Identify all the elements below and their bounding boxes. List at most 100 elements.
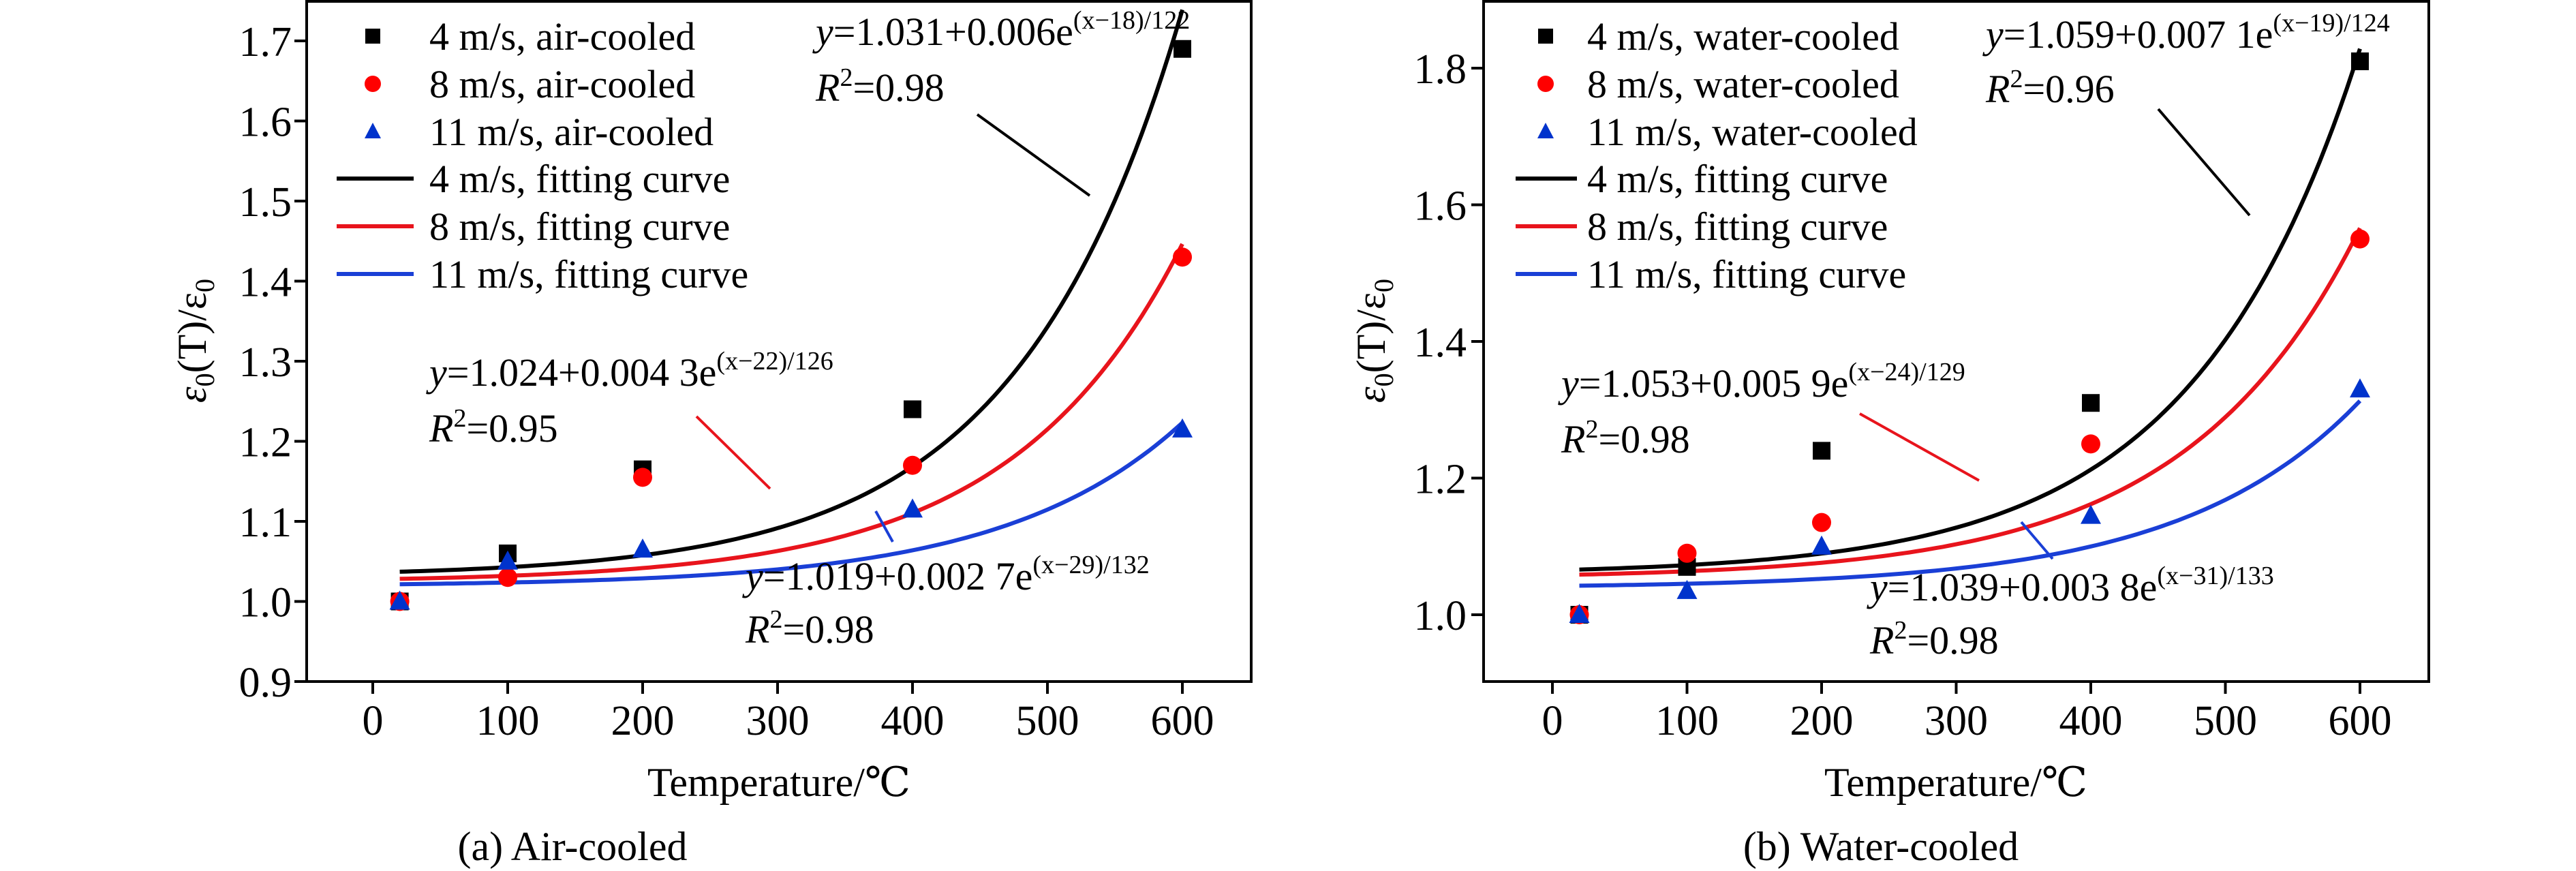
data-point-triangle (902, 498, 923, 518)
data-point-circle (633, 468, 652, 487)
annotation-leader-line (1859, 412, 1980, 482)
legend-label: 8 m/s, fitting curve (1587, 204, 1888, 249)
fit-r-squared: R2=0.98 (815, 63, 945, 110)
r2-sup: 2 (1894, 616, 1907, 645)
legend-label: 4 m/s, air-cooled (429, 14, 695, 59)
equation-exponent: (x−29)/132 (1032, 551, 1149, 579)
x-tick-label: 400 (881, 698, 945, 744)
r2-value: =0.98 (1598, 417, 1689, 461)
data-point-triangle (389, 590, 410, 610)
data-point-square (2351, 52, 2369, 70)
equation-y: y (426, 350, 447, 395)
r2-value: =0.95 (466, 406, 557, 450)
y-tick-label: 1.6 (1414, 183, 1467, 230)
equation-y: y (742, 554, 763, 598)
legend-label: 11 m/s, water-cooled (1587, 110, 1918, 154)
data-point-triangle (1811, 535, 1832, 555)
legend-label: 11 m/s, fitting curve (1587, 252, 1906, 296)
r2-value: =0.98 (853, 65, 944, 110)
r2-R: R (429, 406, 453, 450)
data-point-circle (1677, 543, 1697, 563)
fit-equation: y=1.059+0.007 1e(x−19)/124 (1982, 9, 2390, 57)
y-tick-label: 1.4 (239, 260, 292, 306)
fit-r-squared: R2=0.98 (1869, 616, 1999, 662)
fit-equation: y=1.031+0.006e(x−18)/122 (812, 6, 1190, 54)
equation-rhs: =1.053+0.005 9e (1579, 361, 1849, 406)
y-tick-label: 1.4 (1414, 320, 1467, 366)
fit-curve-1 (399, 243, 1184, 581)
x-axis-label: Temperature/℃ (647, 760, 910, 805)
x-tick-label: 600 (2329, 698, 2392, 744)
data-point-triangle (632, 538, 653, 558)
legend-label: 11 m/s, air-cooled (429, 110, 714, 154)
fit-curve-0 (399, 9, 1184, 574)
r2-R: R (1985, 67, 2010, 111)
equation-exponent: (x−22)/126 (716, 347, 833, 376)
data-point-circle (2081, 434, 2100, 454)
legend-marker-circle (365, 76, 381, 92)
legend-marker-triangle (1537, 123, 1554, 138)
panel-caption: (a) Air-cooled (458, 824, 688, 869)
x-tick-label: 200 (611, 698, 675, 744)
data-point-square (1813, 442, 1830, 460)
legend-label: 4 m/s, fitting curve (429, 157, 730, 201)
x-tick-label: 300 (1925, 698, 1988, 744)
equation-exponent: (x−24)/129 (1848, 358, 1965, 386)
data-point-circle (1173, 247, 1192, 267)
panel-air-cooled: 0 100 200 300 400 500 6000.91.01.11.21.31.41.5… (170, 0, 1253, 869)
fit-r-squared: R2=0.98 (1561, 415, 1690, 461)
x-tick-label: 100 (1655, 698, 1719, 744)
fit-curve-1 (1579, 227, 2362, 577)
y-tick-label: 1.6 (239, 100, 292, 146)
panel-water-cooled: 0 100 200 300 400 500 6001.01.21.41.61.8Temper… (1349, 0, 2430, 869)
y-label-mid: (T)/ε (170, 292, 215, 373)
y-tick-label: 1.8 (1414, 46, 1467, 93)
equation-exponent: (x−31)/133 (2157, 562, 2273, 590)
y-tick-label: 1.0 (239, 580, 292, 626)
equation-rhs: =1.059+0.007 1e (2004, 12, 2273, 57)
y-label-epsilon: ε (170, 386, 215, 403)
fit-equation: y=1.024+0.004 3e(x−22)/126 (426, 347, 833, 395)
fit-r-squared: R2=0.95 (429, 404, 558, 450)
legend-label: 4 m/s, fitting curve (1587, 157, 1888, 201)
data-point-square (1174, 40, 1191, 58)
annotation-leader-line (2157, 108, 2251, 217)
legend-label: 8 m/s, air-cooled (429, 62, 695, 106)
panel-caption: (b) Water-cooled (1743, 824, 2019, 869)
y-tick-label: 1.5 (239, 179, 292, 226)
equation-rhs: =1.019+0.002 7e (763, 554, 1033, 598)
data-point-circle (498, 568, 517, 587)
fit-equation: y=1.039+0.003 8e(x−31)/133 (1867, 562, 2274, 609)
equation-rhs: =1.039+0.003 8e (1888, 565, 2158, 609)
fit-r-squared: R2=0.98 (745, 605, 874, 652)
x-tick-label: 100 (476, 698, 540, 744)
equation-rhs: =1.031+0.006e (833, 10, 1073, 54)
y-label-sub: 0 (1368, 373, 1399, 386)
x-tick-label: 600 (1151, 698, 1214, 744)
equation-y: y (1558, 361, 1579, 406)
data-point-circle (2350, 229, 2370, 249)
r2-value: =0.96 (2023, 67, 2114, 111)
legend-label: 8 m/s, water-cooled (1587, 62, 1899, 106)
legend-marker-square (365, 29, 380, 44)
equation-y: y (1867, 565, 1888, 609)
y-label-sub2: 0 (189, 279, 220, 292)
data-point-triangle (1172, 418, 1193, 438)
y-tick-label: 1.0 (1414, 593, 1467, 639)
r2-sup: 2 (1585, 415, 1598, 444)
x-tick-label: 300 (746, 698, 810, 744)
r2-value: =0.98 (1907, 618, 1998, 662)
legend-marker-square (1538, 29, 1553, 44)
equation-y: y (1982, 12, 2004, 57)
x-tick-label: 400 (2059, 698, 2123, 744)
r2-R: R (815, 65, 840, 110)
y-label-mid: (T)/ε (1349, 292, 1394, 373)
r2-R: R (745, 607, 769, 652)
r2-sup: 2 (840, 63, 853, 92)
equation-rhs: =1.024+0.004 3e (447, 350, 717, 395)
fit-curve-2 (399, 421, 1184, 587)
y-label-sub2: 0 (1368, 279, 1399, 292)
x-tick-label: 0 (363, 698, 384, 744)
